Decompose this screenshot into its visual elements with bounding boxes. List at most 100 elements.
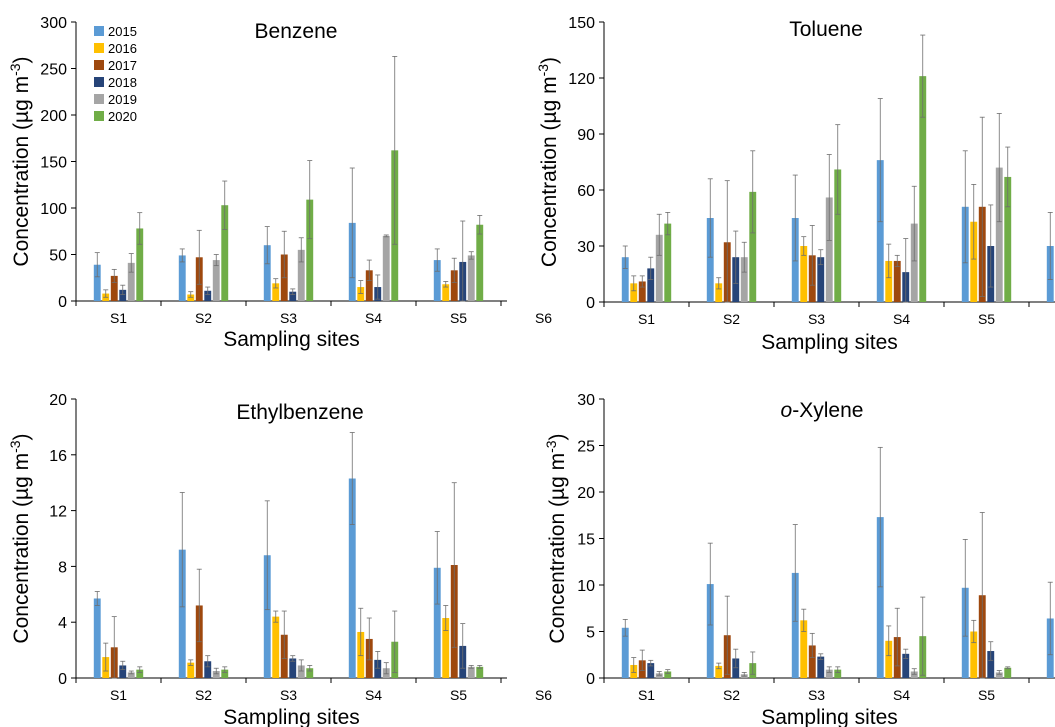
bar-2015-S2 bbox=[706, 218, 714, 302]
bar-2020-S1 bbox=[664, 223, 672, 302]
x-tick-label: S1 bbox=[110, 687, 127, 703]
bar-2015-S1 bbox=[93, 598, 101, 678]
x-tick-label: S3 bbox=[808, 311, 825, 327]
legend-swatch-2015 bbox=[94, 26, 104, 36]
bar-2017-S3 bbox=[808, 645, 816, 678]
x-tick-label: S5 bbox=[450, 310, 467, 326]
bar-2016-S5 bbox=[970, 221, 978, 302]
bar-2019-S1 bbox=[655, 234, 663, 302]
x-axis-label: Sampling sites bbox=[223, 328, 360, 351]
y-tick-label: 0 bbox=[58, 671, 67, 688]
x-tick-label: S2 bbox=[195, 687, 212, 703]
y-tick-label: 20 bbox=[577, 485, 595, 502]
bar-2015-S2 bbox=[178, 255, 186, 301]
bar-2016-S5 bbox=[442, 618, 450, 678]
legend-label-2016: 2016 bbox=[108, 41, 137, 56]
chart-panel-1: 0 50 100 150 200 250 300 S1 S2 S3 S4 S5 S6 Benzene Sam… bbox=[7, 15, 552, 351]
bar-2018-S1 bbox=[647, 663, 655, 678]
bar-2018-S5 bbox=[987, 651, 995, 678]
bar-2020-S2 bbox=[749, 191, 757, 302]
legend-swatch-2019 bbox=[94, 94, 104, 104]
bar-2017-S5 bbox=[450, 270, 458, 301]
bar-2017-S1 bbox=[638, 281, 646, 302]
bar-2015-S3 bbox=[263, 245, 271, 301]
x-axis-label: Sampling sites bbox=[761, 706, 898, 727]
y-axis-label: Concentration (µg m-3) bbox=[7, 433, 33, 643]
x-tick-label: S3 bbox=[280, 310, 297, 326]
y-tick-label: 30 bbox=[577, 392, 595, 409]
bar-2016-S2 bbox=[187, 662, 195, 678]
bar-2015-S1 bbox=[621, 257, 629, 302]
bar-2016-S4 bbox=[885, 640, 893, 678]
x-tick-label: S4 bbox=[365, 310, 382, 326]
bar-2020-S3 bbox=[306, 668, 314, 678]
bar-2015-S4 bbox=[876, 160, 884, 302]
chart-panel-2: 0 30 60 90 120 150 S1 S2 S3 S4 S5 S6 Toluene Sampling… bbox=[535, 15, 1055, 354]
y-tick-label: 4 bbox=[58, 615, 67, 632]
y-tick-label: 300 bbox=[40, 15, 67, 32]
bar-2018-S2 bbox=[732, 658, 740, 678]
legend-swatch-2016 bbox=[94, 43, 104, 53]
y-axis-label: Concentration (µg m-3) bbox=[535, 57, 561, 267]
y-tick-label: 10 bbox=[577, 578, 595, 595]
chart-title: o-Xylene bbox=[781, 399, 864, 422]
bar-2020-S5 bbox=[476, 224, 484, 301]
y-axis-label: Concentration (µg m-3) bbox=[7, 56, 33, 266]
chart-panel-3: 0 4 8 12 16 20 S1 S2 S3 S4 S5 S6 Ethylbenzene Samplin… bbox=[7, 392, 552, 727]
y-tick-label: 120 bbox=[568, 71, 595, 88]
bar-2019-S5 bbox=[995, 672, 1003, 678]
bar-2018-S1 bbox=[647, 268, 655, 302]
y-tick-label: 250 bbox=[40, 62, 67, 79]
bar-2016-S1 bbox=[630, 283, 638, 302]
bar-2018-S2 bbox=[204, 290, 212, 301]
legend-swatch-2020 bbox=[94, 111, 104, 121]
bar-2020-S2 bbox=[221, 205, 229, 301]
y-tick-label: 0 bbox=[586, 295, 595, 312]
bar-2016-S4 bbox=[357, 287, 365, 301]
bar-2019-S3 bbox=[297, 665, 305, 678]
bar-2019-S5 bbox=[467, 255, 475, 301]
bar-2015-S3 bbox=[263, 555, 271, 678]
bar-2016-S3 bbox=[272, 283, 280, 301]
bar-2016-S4 bbox=[885, 260, 893, 302]
bar-2016-S2 bbox=[187, 294, 195, 301]
x-axis-label: Sampling sites bbox=[223, 706, 360, 727]
bar-2019-S1 bbox=[655, 673, 663, 678]
bar-2015-S4 bbox=[348, 478, 356, 678]
y-tick-label: 150 bbox=[568, 15, 595, 32]
bar-2019-S3 bbox=[297, 249, 305, 301]
bar-2016-S2 bbox=[715, 283, 723, 302]
x-tick-label: S3 bbox=[808, 687, 825, 703]
y-tick-label: 0 bbox=[586, 671, 595, 688]
bar-2018-S3 bbox=[817, 257, 825, 302]
y-tick-label: 20 bbox=[49, 392, 67, 409]
y-tick-label: 25 bbox=[577, 439, 595, 456]
bar-2017-S4 bbox=[893, 260, 901, 302]
y-tick-label: 150 bbox=[40, 155, 67, 172]
y-tick-label: 5 bbox=[586, 625, 595, 642]
bar-2015-S5 bbox=[433, 260, 441, 301]
bar-2019-S3 bbox=[825, 669, 833, 678]
x-tick-label: S2 bbox=[723, 687, 740, 703]
y-tick-label: 100 bbox=[40, 201, 67, 218]
bar-2015-S2 bbox=[178, 549, 186, 678]
chart-panel-4: 051015202530S1S2S3S4S5S6o-XyleneSampling… bbox=[543, 392, 1055, 727]
legend-label-2017: 2017 bbox=[108, 58, 137, 73]
bar-2020-S1 bbox=[136, 228, 144, 301]
legend-label-2018: 2018 bbox=[108, 75, 137, 90]
bar-2015-S1 bbox=[93, 264, 101, 301]
y-tick-label: 50 bbox=[49, 248, 67, 265]
bar-2015-S5 bbox=[433, 567, 441, 678]
bar-2016-S3 bbox=[800, 620, 808, 678]
bar-2016-S5 bbox=[970, 631, 978, 678]
bar-2016-S3 bbox=[272, 616, 280, 678]
bar-2020-S3 bbox=[834, 669, 842, 678]
bar-2020-S5 bbox=[1004, 176, 1012, 302]
chart-title: Ethylbenzene bbox=[236, 401, 363, 424]
bar-2019-S5 bbox=[995, 167, 1003, 302]
x-tick-label: S4 bbox=[893, 687, 910, 703]
bar-2019-S4 bbox=[910, 671, 918, 678]
bar-2018-S4 bbox=[902, 653, 910, 678]
bar-2019-S3 bbox=[825, 197, 833, 302]
